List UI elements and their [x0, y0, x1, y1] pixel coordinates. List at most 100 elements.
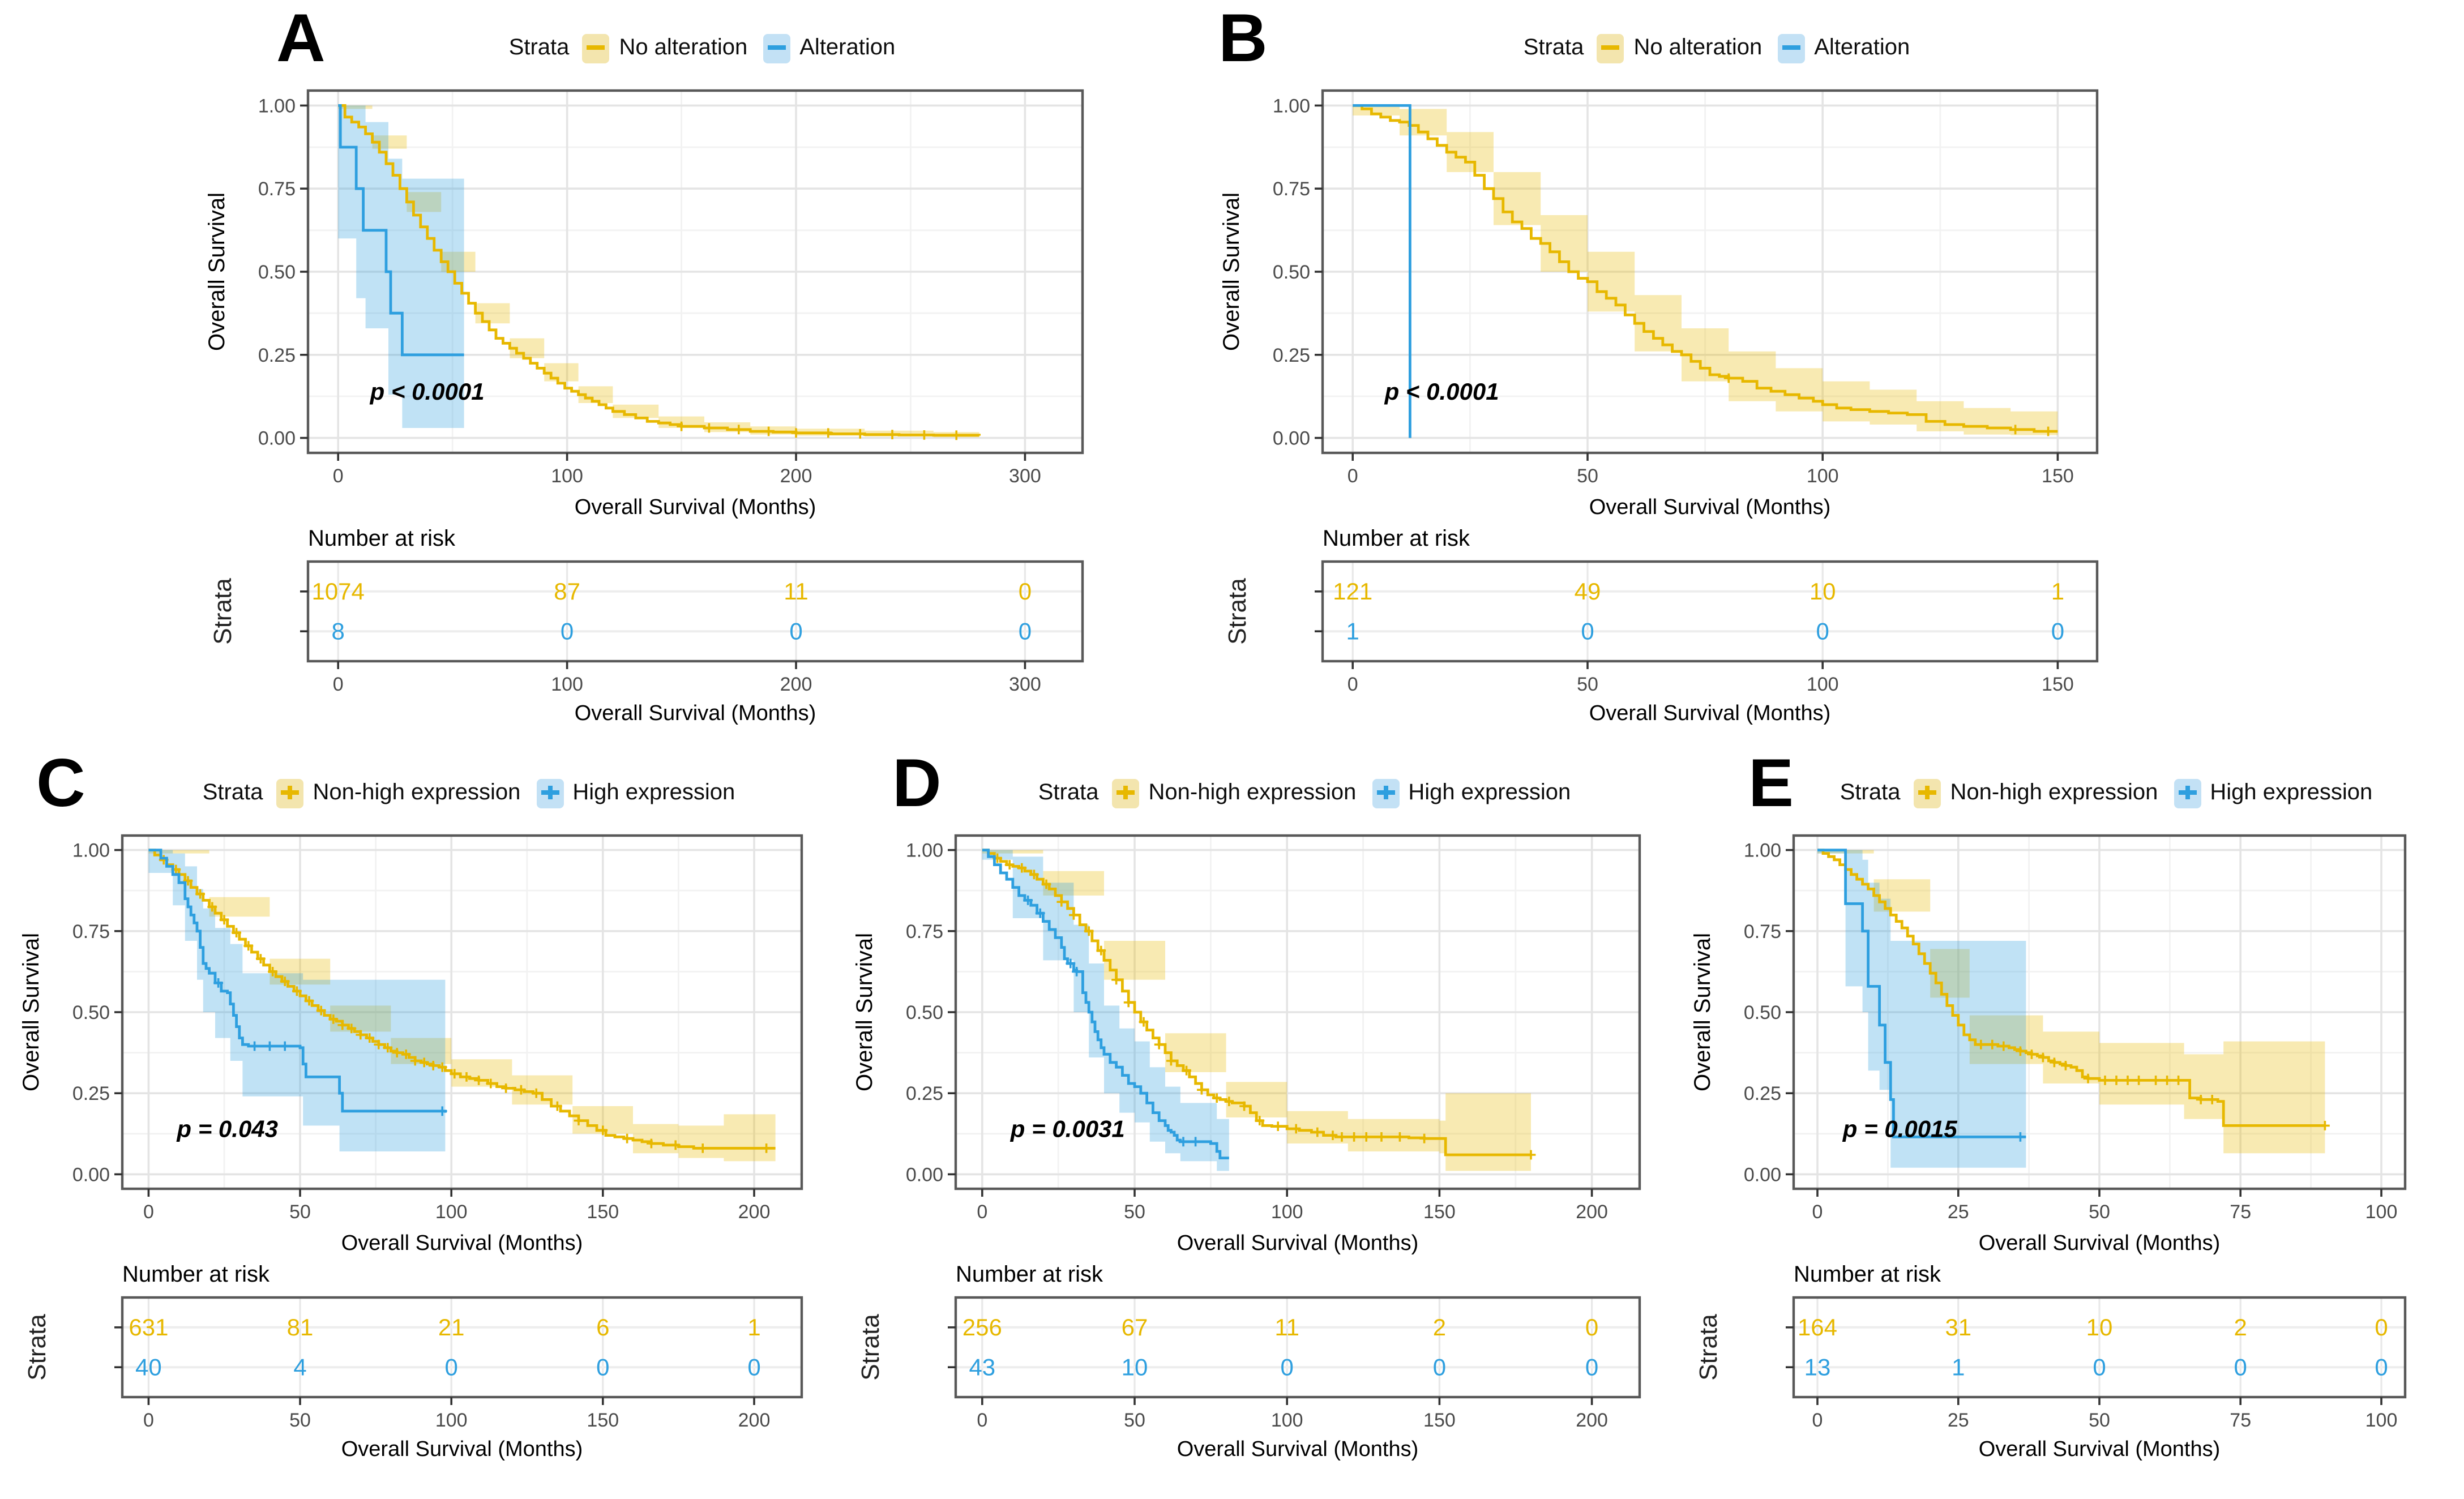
svg-text:0: 0	[445, 1354, 458, 1381]
svg-text:150: 150	[2042, 465, 2074, 487]
svg-text:4: 4	[293, 1354, 306, 1381]
svg-text:0.50: 0.50	[72, 1002, 110, 1023]
svg-text:Overall Survival (Months): Overall Survival (Months)	[341, 1437, 583, 1461]
panel-A-header: A Strata No alteration Alteration	[199, 6, 1110, 77]
svg-text:0: 0	[333, 465, 344, 487]
panel-letter: E	[1748, 747, 1794, 822]
svg-text:Overall Survival (Months): Overall Survival (Months)	[1589, 701, 1831, 725]
figure-row-2: C Strata Non-high expression High expres…	[0, 727, 2464, 1463]
svg-text:Overall Survival: Overall Survival	[204, 192, 229, 351]
svg-text:200: 200	[738, 1410, 771, 1431]
risk-table: 256 67 11 2 0 43 10 0 0 0 0 50 100 150 200 Overall Surv…	[847, 1291, 1667, 1463]
survival-plot: p = 0.043 0.00 0.25 0.50 0.75 1.00 0 50 100 150 20…	[14, 822, 829, 1257]
svg-text:Overall Survival (Months): Overall Survival (Months)	[1979, 1437, 2221, 1461]
svg-text:25: 25	[1948, 1410, 1969, 1431]
svg-text:p < 0.0001: p < 0.0001	[1384, 378, 1499, 405]
svg-text:0: 0	[561, 618, 574, 645]
svg-text:1.00: 1.00	[1273, 95, 1310, 117]
legend-label-blue: High expression	[572, 780, 735, 805]
svg-text:0: 0	[1348, 465, 1358, 487]
legend-label-yellow: Non-high expression	[1148, 780, 1357, 805]
legend-label-yellow: Non-high expression	[313, 780, 521, 805]
svg-text:0.50: 0.50	[1744, 1002, 1781, 1023]
svg-text:200: 200	[1576, 1201, 1608, 1223]
svg-text:1.00: 1.00	[906, 840, 943, 862]
survival-plot: p < 0.0001 0.00 0.25 0.50 0.75 1.00 0 100 200 300…	[199, 77, 1110, 521]
svg-text:0.75: 0.75	[1273, 178, 1310, 200]
svg-text:50: 50	[2089, 1410, 2110, 1431]
risk-table-title: Number at risk	[122, 1264, 270, 1288]
risk-table: 1074 87 11 0 8 0 0 0 0 100 200 300 Overall Survival …	[199, 555, 1110, 727]
panel-letter: A	[276, 2, 326, 77]
legend-label-yellow: No alteration	[1633, 35, 1763, 60]
svg-text:67: 67	[1122, 1314, 1148, 1340]
svg-text:150: 150	[1423, 1410, 1456, 1431]
legend-key-blue	[1778, 33, 1806, 62]
svg-text:p = 0.0031: p = 0.0031	[1010, 1115, 1125, 1142]
risk-table-title: Number at risk	[1323, 528, 1470, 553]
svg-text:25: 25	[1948, 1201, 1969, 1223]
svg-text:0.00: 0.00	[258, 428, 296, 449]
svg-text:1074: 1074	[311, 578, 364, 605]
svg-text:0.75: 0.75	[258, 178, 296, 200]
svg-text:10: 10	[1810, 578, 1836, 605]
risk-table: 164 31 10 2 0 13 1 0 0 0 0 25 50 75 100 Overall Surviva…	[1685, 1291, 2432, 1463]
svg-text:631: 631	[129, 1314, 168, 1340]
svg-text:75: 75	[2230, 1201, 2251, 1223]
svg-text:0.00: 0.00	[72, 1164, 110, 1185]
svg-text:0: 0	[1585, 1314, 1598, 1340]
svg-text:0: 0	[2375, 1314, 2388, 1340]
svg-text:164: 164	[1798, 1314, 1837, 1340]
legend-key-yellow	[583, 33, 610, 62]
legend-label-blue: High expression	[2210, 780, 2373, 805]
svg-text:150: 150	[2042, 674, 2074, 695]
panel-B-header: B Strata No alteration Alteration	[1214, 6, 2124, 77]
svg-text:2: 2	[2234, 1314, 2247, 1340]
svg-text:100: 100	[1807, 465, 1839, 487]
legend-key-yellow	[276, 778, 304, 807]
svg-text:Overall Survival: Overall Survival	[1690, 933, 1715, 1091]
legend-key-blue	[763, 33, 791, 62]
svg-text:0: 0	[1433, 1354, 1446, 1381]
legend-title: Strata	[508, 35, 570, 60]
svg-text:256: 256	[962, 1314, 1002, 1340]
svg-text:0: 0	[1348, 674, 1358, 695]
svg-text:75: 75	[2230, 1410, 2251, 1431]
panel-letter: D	[892, 747, 942, 822]
svg-text:11: 11	[784, 578, 808, 605]
svg-text:11: 11	[1274, 1314, 1299, 1340]
svg-text:100: 100	[435, 1410, 468, 1431]
svg-text:Overall Survival (Months): Overall Survival (Months)	[575, 701, 816, 725]
legend-key-yellow	[1112, 778, 1140, 807]
svg-text:0: 0	[1581, 618, 1594, 645]
svg-text:2: 2	[1433, 1314, 1446, 1340]
svg-text:10: 10	[1122, 1354, 1148, 1381]
svg-text:0: 0	[1019, 578, 1032, 605]
svg-text:0: 0	[747, 1354, 760, 1381]
risk-table-title: Number at risk	[1794, 1264, 1941, 1288]
svg-text:10: 10	[2086, 1314, 2113, 1340]
legend-title: Strata	[1840, 780, 1901, 805]
figure-row-1: A Strata No alteration Alteration p < 0.…	[0, 0, 2464, 727]
panel-A: A Strata No alteration Alteration p < 0.…	[199, 6, 1110, 727]
svg-text:0: 0	[143, 1201, 154, 1223]
svg-text:100: 100	[551, 674, 583, 695]
svg-text:121: 121	[1333, 578, 1372, 605]
svg-text:0: 0	[2051, 618, 2064, 645]
panel-C: C Strata Non-high expression High expres…	[14, 751, 829, 1463]
svg-text:0.25: 0.25	[72, 1083, 110, 1104]
svg-text:50: 50	[289, 1410, 311, 1431]
svg-text:0: 0	[1816, 618, 1829, 645]
svg-text:87: 87	[554, 578, 580, 605]
svg-text:0.50: 0.50	[906, 1002, 943, 1023]
svg-text:200: 200	[1576, 1410, 1608, 1431]
svg-text:0: 0	[2234, 1354, 2247, 1381]
panel-C-header: C Strata Non-high expression High expres…	[14, 751, 829, 822]
risk-table: 121 49 10 1 1 0 0 0 0 50 100 150 Overall Survival (M…	[1214, 555, 2124, 727]
svg-text:0.25: 0.25	[1273, 345, 1310, 366]
svg-text:100: 100	[1271, 1410, 1303, 1431]
svg-text:1: 1	[2051, 578, 2064, 605]
legend-key-blue	[1372, 778, 1400, 807]
svg-text:0.00: 0.00	[1273, 428, 1310, 449]
svg-text:150: 150	[587, 1410, 619, 1431]
